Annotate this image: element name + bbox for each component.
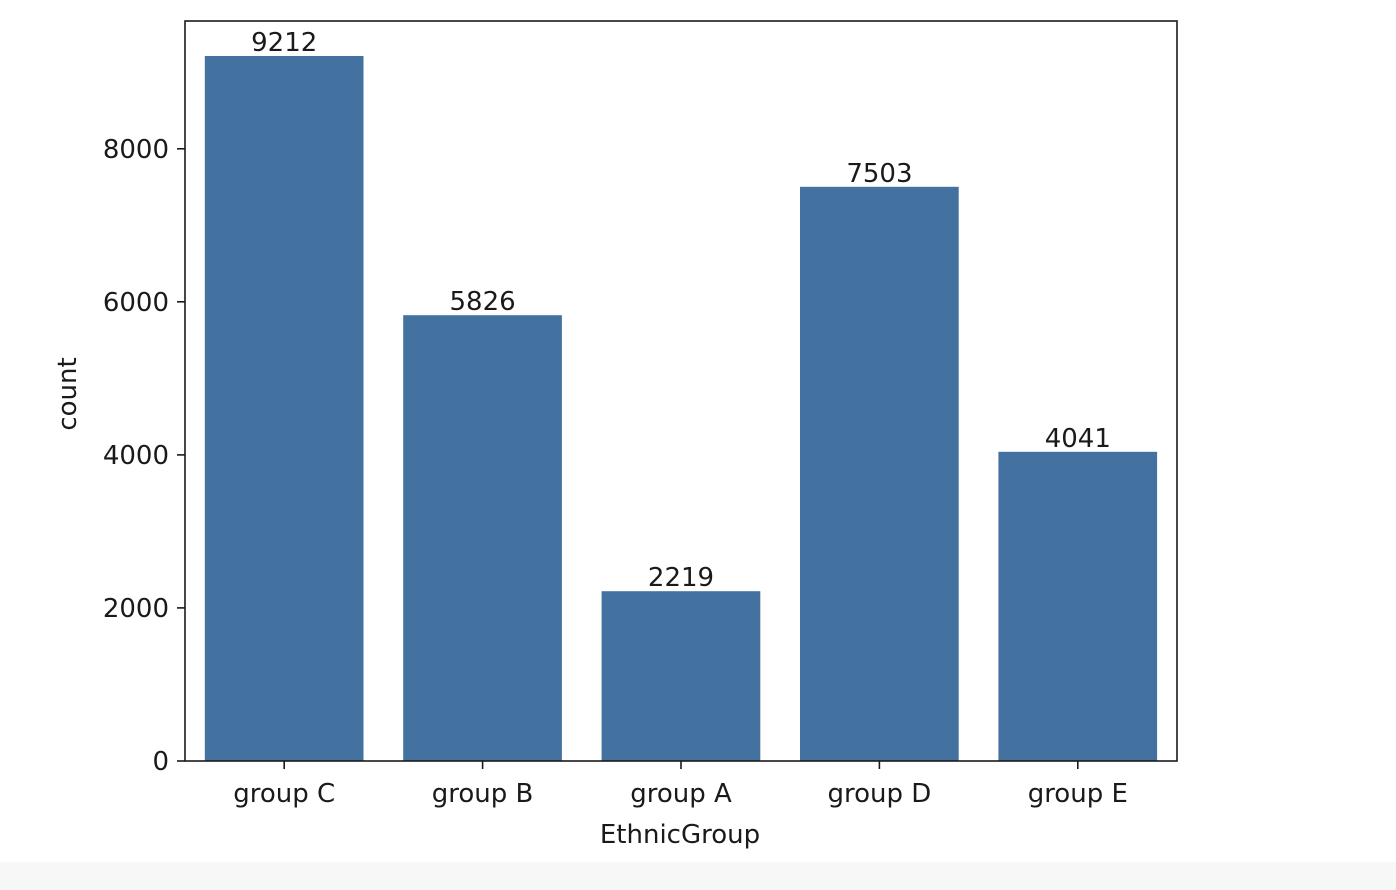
data-label: 5826 — [450, 287, 516, 317]
x-tick-label: group A — [630, 779, 732, 809]
data-label: 4041 — [1045, 424, 1111, 454]
bar — [800, 186, 959, 762]
bar-chart: 9212 5826 2219 7503 4041 group C group B group… — [53, 20, 1178, 850]
x-tick-label: group B — [432, 779, 534, 809]
bar — [204, 56, 364, 761]
data-label: 2219 — [648, 563, 714, 593]
y-tick-label: 4000 — [103, 441, 169, 471]
bar — [998, 451, 1158, 761]
bar — [403, 315, 562, 761]
x-tick-label: group E — [1028, 779, 1128, 809]
y-tick-label: 6000 — [103, 288, 169, 318]
data-label: 7503 — [846, 159, 912, 189]
y-tick-label: 2000 — [103, 594, 169, 624]
bottom-strip — [0, 862, 1396, 890]
bar — [601, 591, 761, 761]
y-tick-label: 8000 — [103, 135, 169, 165]
y-tick-label: 0 — [152, 747, 169, 777]
x-tick-label: group C — [233, 779, 335, 809]
y-axis-label: count — [53, 357, 83, 430]
x-tick-label: group D — [828, 779, 932, 809]
x-axis-label: EthnicGroup — [600, 820, 760, 850]
data-label: 9212 — [251, 28, 317, 58]
